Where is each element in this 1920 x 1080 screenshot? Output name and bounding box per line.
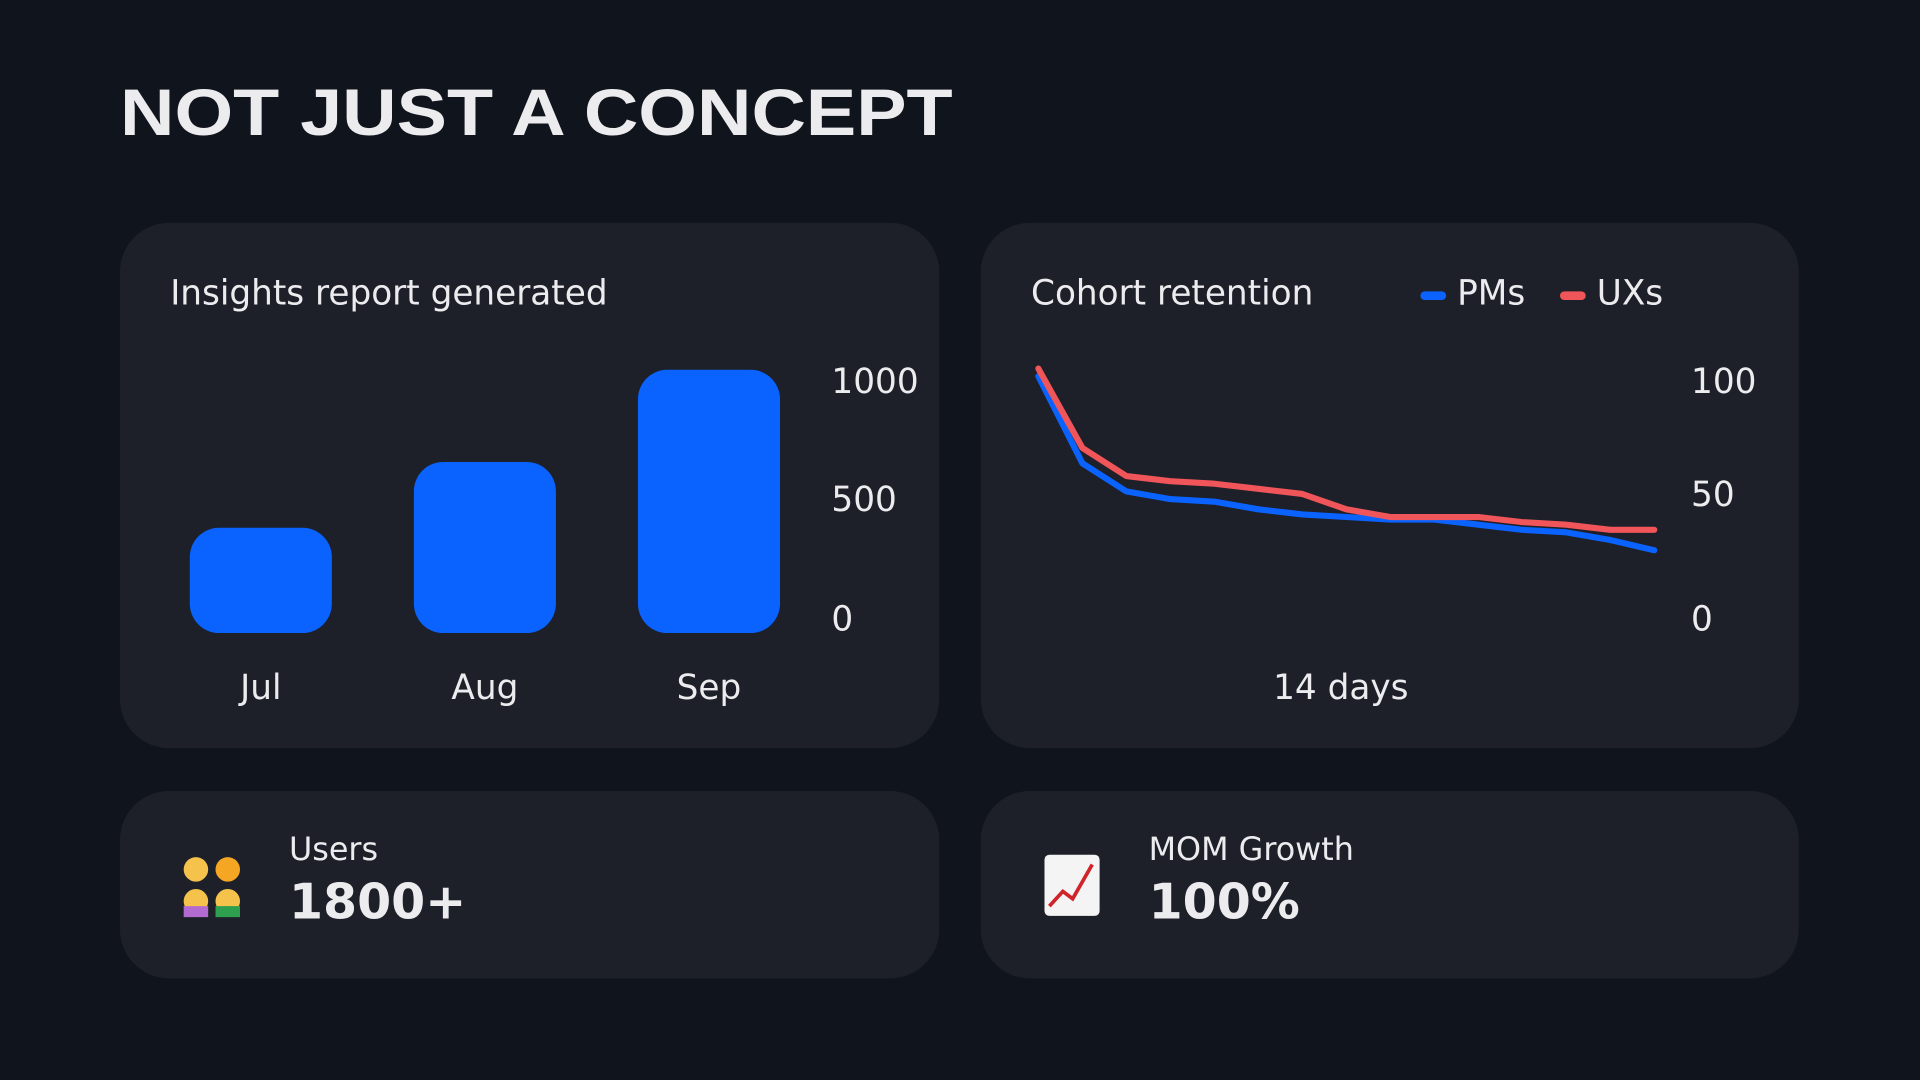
line [1035,373,1658,554]
card [980,791,1799,979]
card [120,791,940,979]
legend-label: PMs [1457,274,1525,314]
line [1035,365,1658,533]
stat-value: 1800+ [289,873,466,930]
legend-swatch [1560,291,1586,300]
y-tick-label: 1000 [831,362,918,402]
legend-label: UXs [1597,274,1663,314]
growth-icon [1044,854,1100,916]
x-tick-label: Aug [451,668,518,708]
bar [637,369,780,634]
stat-label: MOM Growth [1149,830,1354,868]
y-tick-label: 500 [831,480,896,520]
title: NOT JUST A CONCEPT [120,76,953,150]
bar [413,461,556,634]
card [980,222,1799,749]
x-axis-label: 14 days [1273,668,1408,708]
card-title: Cohort retention [1031,274,1313,314]
y-tick-label: 50 [1691,475,1735,515]
y-tick-label: 100 [1691,362,1756,402]
card-title: Insights report generated [170,274,607,314]
users-icon [183,857,240,918]
bar [189,527,332,634]
legend-swatch [1420,291,1447,300]
stat-label: Users [289,830,378,868]
y-tick-label: 0 [1691,599,1713,639]
stat-value: 100% [1149,873,1300,930]
y-tick-label: 0 [831,599,853,639]
x-tick-label: Jul [238,668,281,708]
x-tick-label: Sep [677,668,742,708]
